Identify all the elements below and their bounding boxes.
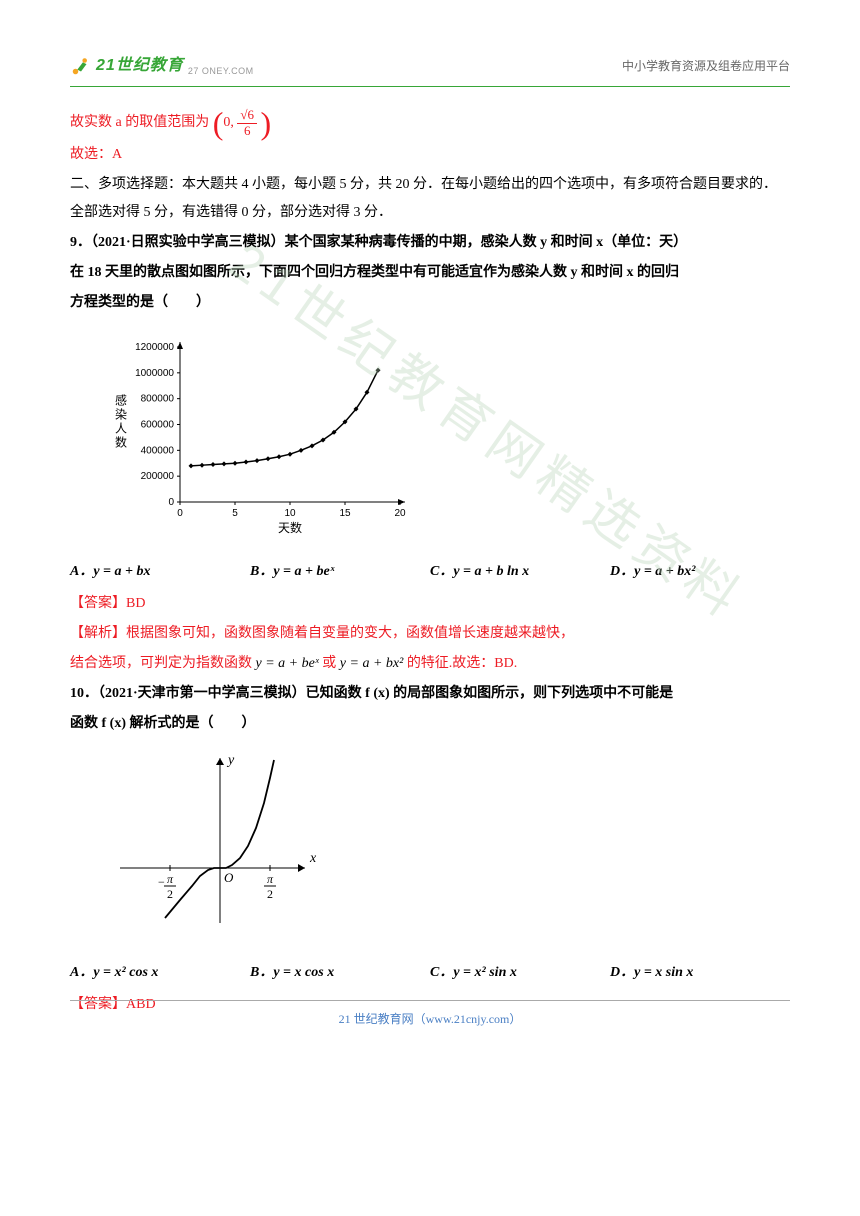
solution-range: 故实数 a 的取值范围为 (0, √6 6 ) bbox=[70, 107, 790, 139]
svg-text:1200000: 1200000 bbox=[135, 342, 174, 353]
q9-opt-b: B．y = a + beˣ bbox=[250, 558, 430, 586]
svg-text:2: 2 bbox=[167, 887, 173, 901]
svg-text:20: 20 bbox=[394, 508, 406, 519]
q10-options: A．y = x² cos x B．y = x cos x C．y = x² si… bbox=[70, 959, 790, 987]
page-footer: 21 世纪教育网（www.21cnjy.com） bbox=[70, 1000, 790, 1031]
svg-text:200000: 200000 bbox=[141, 471, 175, 482]
q10-opt-b: B．y = x cos x bbox=[250, 959, 430, 987]
q9-opt-c: C．y = a + b ln x bbox=[430, 558, 610, 586]
q10-line2: 函数 f (x) 解析式的是（ ） bbox=[70, 710, 790, 738]
logo-subtext: 27 ONEY.COM bbox=[188, 62, 254, 80]
q10-line1: 10．（2021·天津市第一中学高三模拟）已知函数 f (x) 的局部图象如图所… bbox=[70, 680, 790, 708]
page-header: 21世纪教育 27 ONEY.COM 中小学教育资源及组卷应用平台 bbox=[70, 50, 790, 87]
svg-text:y: y bbox=[226, 753, 235, 768]
logo: 21世纪教育 27 ONEY.COM bbox=[70, 50, 254, 82]
svg-text:800000: 800000 bbox=[141, 394, 175, 405]
q9-options: A．y = a + bx B．y = a + beˣ C．y = a + b l… bbox=[70, 558, 790, 586]
q10-opt-d: D．y = x sin x bbox=[610, 959, 790, 987]
svg-text:15: 15 bbox=[339, 508, 351, 519]
svg-text:1000000: 1000000 bbox=[135, 368, 174, 379]
svg-text:2: 2 bbox=[267, 887, 273, 901]
q9-opt-d: D．y = a + bx² bbox=[610, 558, 790, 586]
q9-answer: 【答案】BD bbox=[70, 590, 790, 618]
q9-explain-2: 结合选项，可判定为指数函数 y = a + beˣ 或 y = a + bx² … bbox=[70, 650, 790, 678]
section-instructions: 二、多项选择题：本大题共 4 小题，每小题 5 分，共 20 分．在每小题给出的… bbox=[70, 171, 790, 227]
svg-text:400000: 400000 bbox=[141, 445, 175, 456]
svg-text:π: π bbox=[167, 872, 174, 886]
svg-text:10: 10 bbox=[284, 508, 296, 519]
graph-svg: xyO−π2π2 bbox=[100, 748, 320, 938]
chart-svg: 0 200000 400000 600000 800000 1000000 1200000 0… bbox=[100, 327, 410, 537]
svg-text:5: 5 bbox=[232, 508, 238, 519]
svg-text:−: − bbox=[158, 875, 165, 889]
svg-text:x: x bbox=[309, 851, 317, 866]
q10-opt-a: A．y = x² cos x bbox=[70, 959, 250, 987]
scatter-chart: 0 200000 400000 600000 800000 1000000 1200000 0… bbox=[100, 327, 790, 548]
q9-line3: 方程类型的是（ ） bbox=[70, 289, 790, 317]
footer-url: www.21cnjy.com bbox=[426, 1012, 510, 1026]
logo-text: 21世纪教育 bbox=[96, 50, 184, 82]
answer-select: 故选：A bbox=[70, 141, 790, 169]
q9-line1: 9．（2021·日照实验中学高三模拟）某个国家某种病毒传播的中期，感染人数 y … bbox=[70, 229, 790, 257]
function-graph: xyO−π2π2 bbox=[100, 748, 790, 949]
q9-explain-1: 【解析】根据图象可知，函数图象随着自变量的变大，函数值增长速度越来越快， bbox=[70, 620, 790, 648]
q10-opt-c: C．y = x² sin x bbox=[430, 959, 610, 987]
q9-opt-a: A．y = a + bx bbox=[70, 558, 250, 586]
svg-text:π: π bbox=[267, 872, 274, 886]
svg-text:数: 数 bbox=[115, 435, 127, 450]
svg-text:染: 染 bbox=[115, 407, 127, 422]
q9-line2: 在 18 天里的散点图如图所示，下面四个回归方程类型中有可能适宜作为感染人数 y… bbox=[70, 259, 790, 287]
svg-text:0: 0 bbox=[177, 508, 183, 519]
logo-icon bbox=[70, 55, 92, 77]
svg-text:O: O bbox=[224, 870, 234, 885]
svg-text:人: 人 bbox=[115, 422, 127, 436]
header-right-text: 中小学教育资源及组卷应用平台 bbox=[622, 54, 790, 78]
svg-text:0: 0 bbox=[168, 497, 174, 508]
svg-text:感: 感 bbox=[115, 393, 127, 408]
svg-text:600000: 600000 bbox=[141, 420, 175, 431]
svg-text:天数: 天数 bbox=[278, 520, 302, 535]
